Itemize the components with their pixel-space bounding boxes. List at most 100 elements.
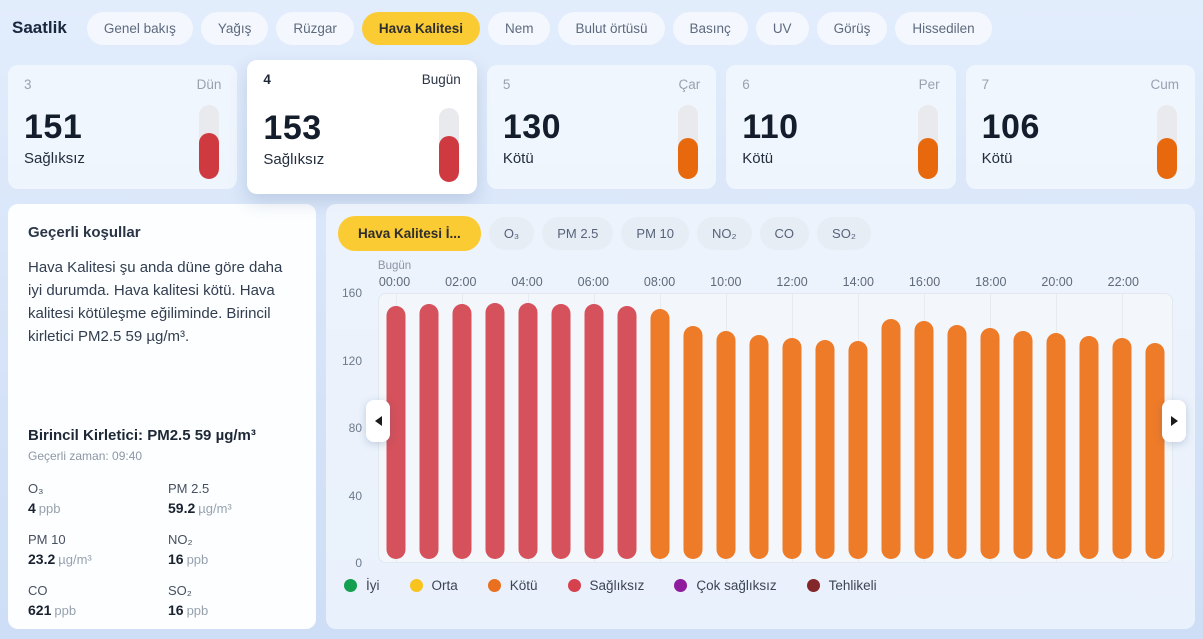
aqi-bar-20-00[interactable] — [1046, 332, 1066, 559]
tab-bas-n[interactable]: Basınç — [672, 11, 748, 45]
aqi-bar-06-00[interactable] — [584, 304, 604, 559]
day-card-ar[interactable]: 5 Çar 130 Kötü — [486, 65, 717, 189]
pollutant-unit: µg/m³ — [198, 500, 232, 516]
day-card-header: 6 Per — [742, 77, 939, 92]
day-name-label: Cum — [1150, 77, 1180, 92]
aqi-bar-03-00[interactable] — [485, 302, 505, 559]
conditions-title: Geçerli koşullar — [28, 224, 141, 241]
aqi-bar-23-00[interactable] — [1145, 342, 1165, 559]
series-tab-co[interactable]: CO — [759, 217, 810, 250]
aqi-bar-08-00[interactable] — [650, 309, 670, 559]
aqi-bar-22-00[interactable] — [1112, 337, 1132, 559]
pollutant-readings-grid: O₃ 4 ppb PM 2.5 59.2 µg/m³ PM 10 23.2 µg/m³ NO₂ 16… — [28, 481, 296, 620]
current-conditions-card: Geçerli koşullar Hava Kalitesi şu anda d… — [8, 204, 316, 629]
legend-dot-icon — [487, 579, 501, 592]
pollutant-reading: NO₂ 16 ppb — [168, 532, 296, 569]
time-tick-label: 16:00 — [908, 275, 941, 289]
aqi-bar-07-00[interactable] — [617, 306, 637, 559]
tab-genel-bak[interactable]: Genel bakış — [86, 11, 193, 45]
gauge-fill — [199, 133, 220, 179]
day-card-per[interactable]: 6 Per 110 Kötü — [726, 65, 956, 189]
time-axis: 00:00 Bugün 02:00 04:00 06:00 08:00 10:00 12:00… — [378, 255, 1173, 293]
aqi-bar-19-00[interactable] — [1013, 331, 1033, 559]
aqi-bar-00-00[interactable] — [386, 306, 406, 559]
date-number: 5 — [502, 77, 511, 92]
series-tab-no[interactable]: NO₂ — [696, 217, 752, 250]
aqi-bar-17-00[interactable] — [947, 324, 967, 559]
tab-ya[interactable]: Yağış — [200, 11, 269, 45]
day-name-label: Çar — [678, 77, 701, 92]
aqi-bar-16-00[interactable] — [914, 321, 934, 559]
aqi-category-label: Kötü — [742, 150, 774, 167]
pollutant-name: CO — [28, 582, 48, 598]
pollutant-value-row: 16 ppb — [168, 602, 296, 620]
y-tick-label: 120 — [341, 353, 362, 368]
aqi-thermometer-gauge — [199, 105, 220, 179]
tab-nem[interactable]: Nem — [487, 11, 551, 45]
time-tick-label: 00:00 — [378, 275, 411, 289]
day-card-bug-n[interactable]: 4 Bugün 153 Sağlıksız — [247, 60, 477, 194]
aqi-bar-13-00[interactable] — [815, 339, 835, 559]
bottom-section: Geçerli koşullar Hava Kalitesi şu anda d… — [8, 204, 1195, 629]
aqi-bar-02-00[interactable] — [452, 304, 472, 559]
tab-g-r[interactable]: Görüş — [816, 11, 888, 45]
scroll-left-button[interactable] — [366, 400, 390, 442]
tab-hissedilen[interactable]: Hissedilen — [895, 11, 992, 45]
series-tab-so[interactable]: SO₂ — [817, 217, 871, 250]
scroll-right-button[interactable] — [1162, 400, 1186, 442]
aqi-bar-18-00[interactable] — [980, 327, 1000, 559]
pollutant-value: 16 — [168, 550, 184, 567]
day-name-label: Dün — [196, 77, 222, 92]
chart-series-tabs: Hava Kalitesi İ... O₃ PM 2.5 PM 10 NO₂ CO SO₂ — [334, 216, 1179, 251]
legend-label: Çok sağlıksız — [696, 578, 777, 593]
pollutant-reading: SO₂ 16 ppb — [168, 583, 296, 620]
series-tab-hava-kalitesi-i[interactable]: Hava Kalitesi İ... — [338, 216, 481, 251]
aqi-bar-21-00[interactable] — [1079, 336, 1099, 559]
legend-item-k-t: Kötü — [487, 578, 538, 593]
tab-uv[interactable]: UV — [755, 11, 809, 45]
day-card-cum[interactable]: 7 Cum 106 Kötü — [965, 65, 1196, 189]
day-card-header: 3 Dün — [24, 77, 221, 92]
legend-item-ok-sa-l-ks-z: Çok sağlıksız — [674, 578, 777, 593]
pollutant-unit: µg/m³ — [58, 551, 92, 567]
pollutant-unit: ppb — [54, 602, 77, 618]
pollutant-value: 621 — [28, 601, 52, 618]
legend-item-i-yi: İyi — [344, 578, 380, 593]
pollutant-value: 16 — [168, 601, 184, 618]
aqi-bar-12-00[interactable] — [782, 337, 802, 559]
pollutant-value-row: 4 ppb — [28, 500, 156, 518]
date-number: 4 — [263, 72, 271, 87]
aqi-thermometer-gauge — [917, 105, 938, 179]
day-name-label: Per — [918, 77, 940, 92]
y-tick-label: 80 — [348, 421, 362, 435]
aqi-bar-09-00[interactable] — [683, 326, 703, 559]
day-card-d-n[interactable]: 3 Dün 151 Sağlıksız — [8, 65, 238, 189]
aqi-bar-11-00[interactable] — [749, 334, 769, 559]
time-tick-label: 20:00 — [1041, 275, 1073, 289]
aqi-bar-15-00[interactable] — [881, 319, 901, 559]
day-group-label: Bugün — [377, 260, 412, 272]
day-card-header: 4 Bugün — [263, 72, 460, 87]
aqi-category-label: Kötü — [502, 150, 534, 167]
time-tick-label: 10:00 — [710, 275, 742, 289]
current-time-label: Geçerli zaman: 09:40 — [28, 448, 143, 463]
pollutant-value: 4 — [28, 499, 36, 516]
legend-dot-icon — [806, 579, 820, 592]
aqi-bar-04-00[interactable] — [518, 302, 538, 559]
aqi-bar-14-00[interactable] — [848, 341, 868, 559]
aqi-bar-10-00[interactable] — [716, 331, 736, 559]
legend-label: Sağlıksız — [589, 578, 645, 593]
aqi-bar-05-00[interactable] — [551, 304, 571, 559]
gauge-fill — [917, 138, 938, 179]
series-tab-o[interactable]: O₃ — [488, 217, 535, 250]
series-tab-pm-10[interactable]: PM 10 — [621, 217, 689, 250]
aqi-value: 110 — [742, 108, 799, 146]
aqi-bar-01-00[interactable] — [419, 304, 439, 559]
pollutant-reading: PM 10 23.2 µg/m³ — [28, 532, 156, 569]
tab-r-zgar[interactable]: Rüzgar — [276, 11, 354, 45]
legend-item-sa-l-ks-z: Sağlıksız — [567, 578, 645, 593]
tab-hava-kalitesi[interactable]: Hava Kalitesi — [361, 11, 480, 45]
tab-bulut-rt-s[interactable]: Bulut örtüsü — [558, 11, 665, 45]
pollutant-reading: PM 2.5 59.2 µg/m³ — [168, 481, 296, 518]
series-tab-pm-2-5[interactable]: PM 2.5 — [542, 217, 614, 250]
